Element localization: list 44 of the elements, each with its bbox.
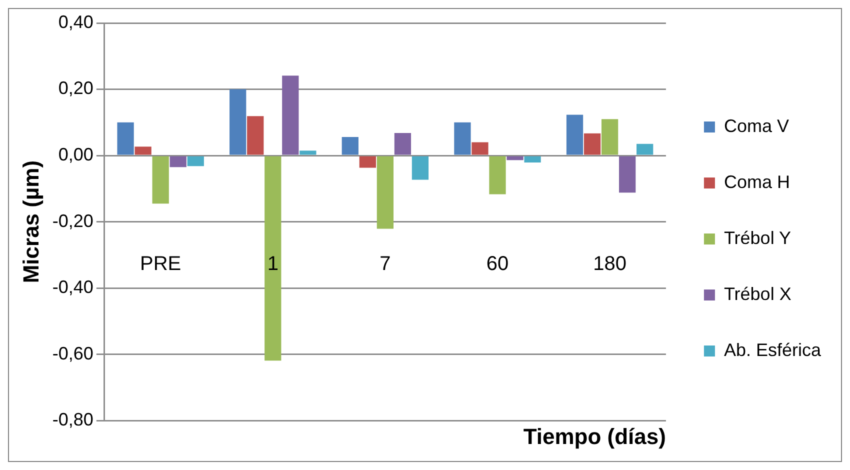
bar	[394, 133, 412, 155]
bar	[506, 156, 524, 160]
bar	[412, 156, 429, 180]
legend-label: Ab. Esférica	[724, 340, 822, 360]
bar	[230, 89, 246, 155]
x-tick-label: PRE	[140, 253, 182, 276]
legend-label: Coma V	[724, 116, 789, 136]
bar	[472, 142, 488, 155]
bar	[359, 156, 376, 168]
bar	[376, 156, 394, 229]
x-tick-label: 1	[267, 253, 278, 276]
bar	[524, 156, 541, 162]
y-tick-label: -0,40	[52, 277, 94, 298]
bar	[489, 156, 506, 194]
y-tick-label: -0,60	[52, 343, 94, 364]
bar	[152, 156, 169, 204]
legend-label: Trébol Y	[724, 228, 792, 248]
bar	[342, 136, 358, 155]
y-tick-label: -0,20	[52, 210, 94, 231]
bar	[282, 76, 299, 155]
bar	[264, 156, 282, 361]
bar	[134, 146, 152, 155]
x-tick-label: 180	[593, 253, 626, 276]
y-tick-label: -0,80	[52, 410, 94, 430]
bar	[117, 122, 134, 155]
bar	[170, 156, 186, 168]
y-tick-label: 0,00	[58, 144, 94, 164]
bar	[300, 150, 316, 155]
bar	[619, 156, 636, 193]
bar	[454, 122, 471, 155]
bar	[636, 144, 654, 155]
bar	[601, 119, 618, 155]
y-tick-label: 0,20	[58, 78, 94, 98]
x-tick-label: 7	[380, 253, 391, 276]
legend-label: Trébol X	[724, 284, 792, 304]
bar	[584, 133, 601, 155]
bar	[187, 156, 204, 166]
x-tick-label: 60	[486, 253, 509, 276]
bar	[247, 116, 264, 155]
y-axis-title: Micras (µm)	[18, 160, 44, 284]
x-axis-title: Tiempo (días)	[523, 424, 666, 449]
legend-label: Coma H	[724, 172, 790, 192]
bar	[566, 114, 584, 155]
y-tick-label: 0,40	[58, 12, 94, 32]
